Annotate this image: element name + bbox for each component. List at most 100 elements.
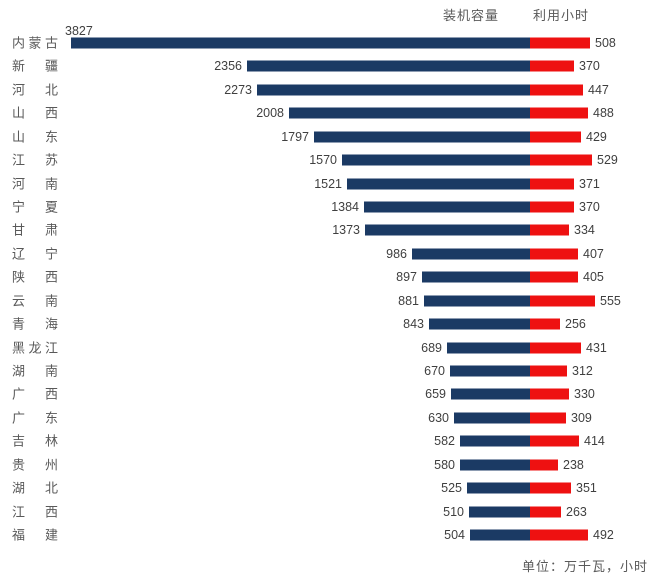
hours-value-label: 309 — [571, 410, 592, 425]
capacity-bar — [342, 154, 530, 166]
chart-row: 青海 843 256 — [0, 312, 654, 335]
chart-row: 甘肃 1373 334 — [0, 219, 654, 242]
category-label: 辽宁 — [12, 246, 58, 262]
hours-bar — [530, 60, 574, 72]
capacity-bar — [469, 506, 530, 518]
capacity-value-label: 504 — [444, 527, 465, 542]
capacity-bar — [247, 60, 530, 72]
capacity-bar — [467, 482, 530, 494]
capacity-bar — [460, 435, 530, 447]
chart-row: 山西 2008 488 — [0, 102, 654, 125]
category-label: 吉林 — [12, 433, 58, 449]
hours-value-label: 263 — [566, 504, 587, 519]
capacity-value-label: 630 — [428, 410, 449, 425]
chart-row: 河北 2273 447 — [0, 78, 654, 101]
capacity-value-label: 2356 — [214, 59, 242, 74]
capacity-bar — [451, 388, 530, 400]
category-label: 云南 — [12, 293, 58, 309]
category-label: 广西 — [12, 386, 58, 402]
hours-bar — [530, 295, 595, 307]
hours-bar — [530, 154, 592, 166]
capacity-bar — [71, 37, 530, 49]
hours-value-label: 414 — [584, 434, 605, 449]
category-label: 甘肃 — [12, 222, 58, 238]
hours-bar — [530, 107, 588, 119]
hours-bar — [530, 37, 590, 49]
chart-row: 湖北 525 351 — [0, 476, 654, 499]
category-label: 福建 — [12, 527, 58, 543]
chart-row: 山东 1797 429 — [0, 125, 654, 148]
category-label: 陕西 — [12, 269, 58, 285]
hours-bar — [530, 342, 581, 354]
capacity-bar — [460, 459, 530, 471]
hours-bar — [530, 365, 567, 377]
category-label: 内蒙古 — [12, 35, 58, 51]
capacity-value-label: 2273 — [224, 82, 252, 97]
capacity-value-label: 1384 — [331, 199, 359, 214]
hours-value-label: 370 — [579, 199, 600, 214]
hours-value-label: 447 — [588, 82, 609, 97]
capacity-bar — [447, 342, 530, 354]
chart-row: 湖南 670 312 — [0, 359, 654, 382]
capacity-value-label: 1797 — [281, 129, 309, 144]
capacity-bar — [289, 107, 530, 119]
unit-note: 单位：万千瓦，小时 — [521, 559, 648, 574]
hours-bar — [530, 271, 578, 283]
hours-value-label: 508 — [595, 35, 616, 50]
capacity-bar — [257, 84, 530, 96]
category-label: 贵州 — [12, 457, 58, 473]
chart-row: 陕西 897 405 — [0, 266, 654, 289]
hours-value-label: 370 — [579, 59, 600, 74]
chart-row: 广东 630 309 — [0, 406, 654, 429]
legend-hours-label: 利用小时 — [533, 8, 590, 23]
hours-value-label: 371 — [579, 176, 600, 191]
hours-value-label: 429 — [586, 129, 607, 144]
chart-row: 云南 881 555 — [0, 289, 654, 312]
capacity-bar — [429, 318, 530, 330]
category-label: 宁夏 — [12, 199, 58, 215]
category-label: 山西 — [12, 105, 58, 121]
capacity-value-label: 580 — [434, 457, 455, 472]
hours-value-label: 330 — [574, 387, 595, 402]
chart-rows: 内蒙古 3827 508 新疆 2356 370 河北 2273 447 山西 2008 488 山东 1… — [0, 24, 654, 543]
hours-bar — [530, 201, 574, 213]
hours-value-label: 555 — [600, 293, 621, 308]
hours-bar — [530, 482, 571, 494]
capacity-value-label: 582 — [434, 434, 455, 449]
hours-value-label: 256 — [565, 316, 586, 331]
category-label: 广东 — [12, 410, 58, 426]
hours-bar — [530, 178, 574, 190]
capacity-value-label: 510 — [443, 504, 464, 519]
capacity-bar — [347, 178, 530, 190]
chart-row: 黑龙江 689 431 — [0, 336, 654, 359]
capacity-value-label: 881 — [398, 293, 419, 308]
capacity-value-label: 3827 — [65, 24, 93, 39]
capacity-bar — [412, 248, 530, 260]
capacity-bar — [470, 529, 530, 541]
hours-bar — [530, 131, 581, 143]
chart-row: 宁夏 1384 370 — [0, 195, 654, 218]
chart-row: 辽宁 986 407 — [0, 242, 654, 265]
category-label: 山东 — [12, 129, 58, 145]
capacity-value-label: 843 — [403, 316, 424, 331]
hours-value-label: 238 — [563, 457, 584, 472]
category-label: 河北 — [12, 82, 58, 98]
category-label: 河南 — [12, 176, 58, 192]
capacity-bar — [364, 201, 530, 213]
capacity-value-label: 1521 — [314, 176, 342, 191]
capacity-value-label: 1570 — [309, 152, 337, 167]
hours-bar — [530, 248, 578, 260]
legend-capacity-label: 装机容量 — [443, 8, 500, 23]
capacity-bar — [365, 224, 530, 236]
hours-value-label: 312 — [572, 363, 593, 378]
hours-value-label: 334 — [574, 223, 595, 238]
capacity-value-label: 1373 — [332, 223, 360, 238]
category-label: 江苏 — [12, 152, 58, 168]
capacity-value-label: 897 — [396, 270, 417, 285]
capacity-bar — [454, 412, 530, 424]
hours-bar — [530, 412, 566, 424]
capacity-value-label: 670 — [424, 363, 445, 378]
chart-row: 江西 510 263 — [0, 500, 654, 523]
hours-bar — [530, 459, 558, 471]
